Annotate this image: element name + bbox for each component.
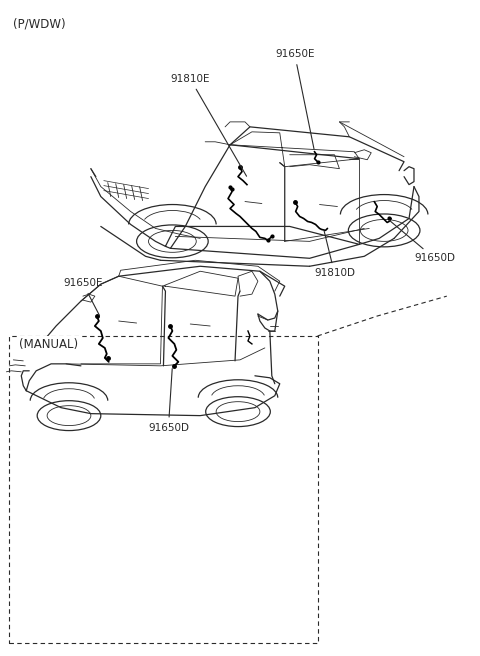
Text: 91650D: 91650D (148, 369, 189, 432)
Text: 91650D: 91650D (389, 220, 455, 263)
Text: (P/WDW): (P/WDW) (13, 17, 66, 30)
Text: 91810E: 91810E (170, 74, 247, 176)
Text: (MANUAL): (MANUAL) (19, 338, 78, 351)
Text: 91650E: 91650E (275, 49, 314, 149)
Text: 91810D: 91810D (314, 231, 355, 278)
Text: 91650E: 91650E (63, 278, 103, 316)
